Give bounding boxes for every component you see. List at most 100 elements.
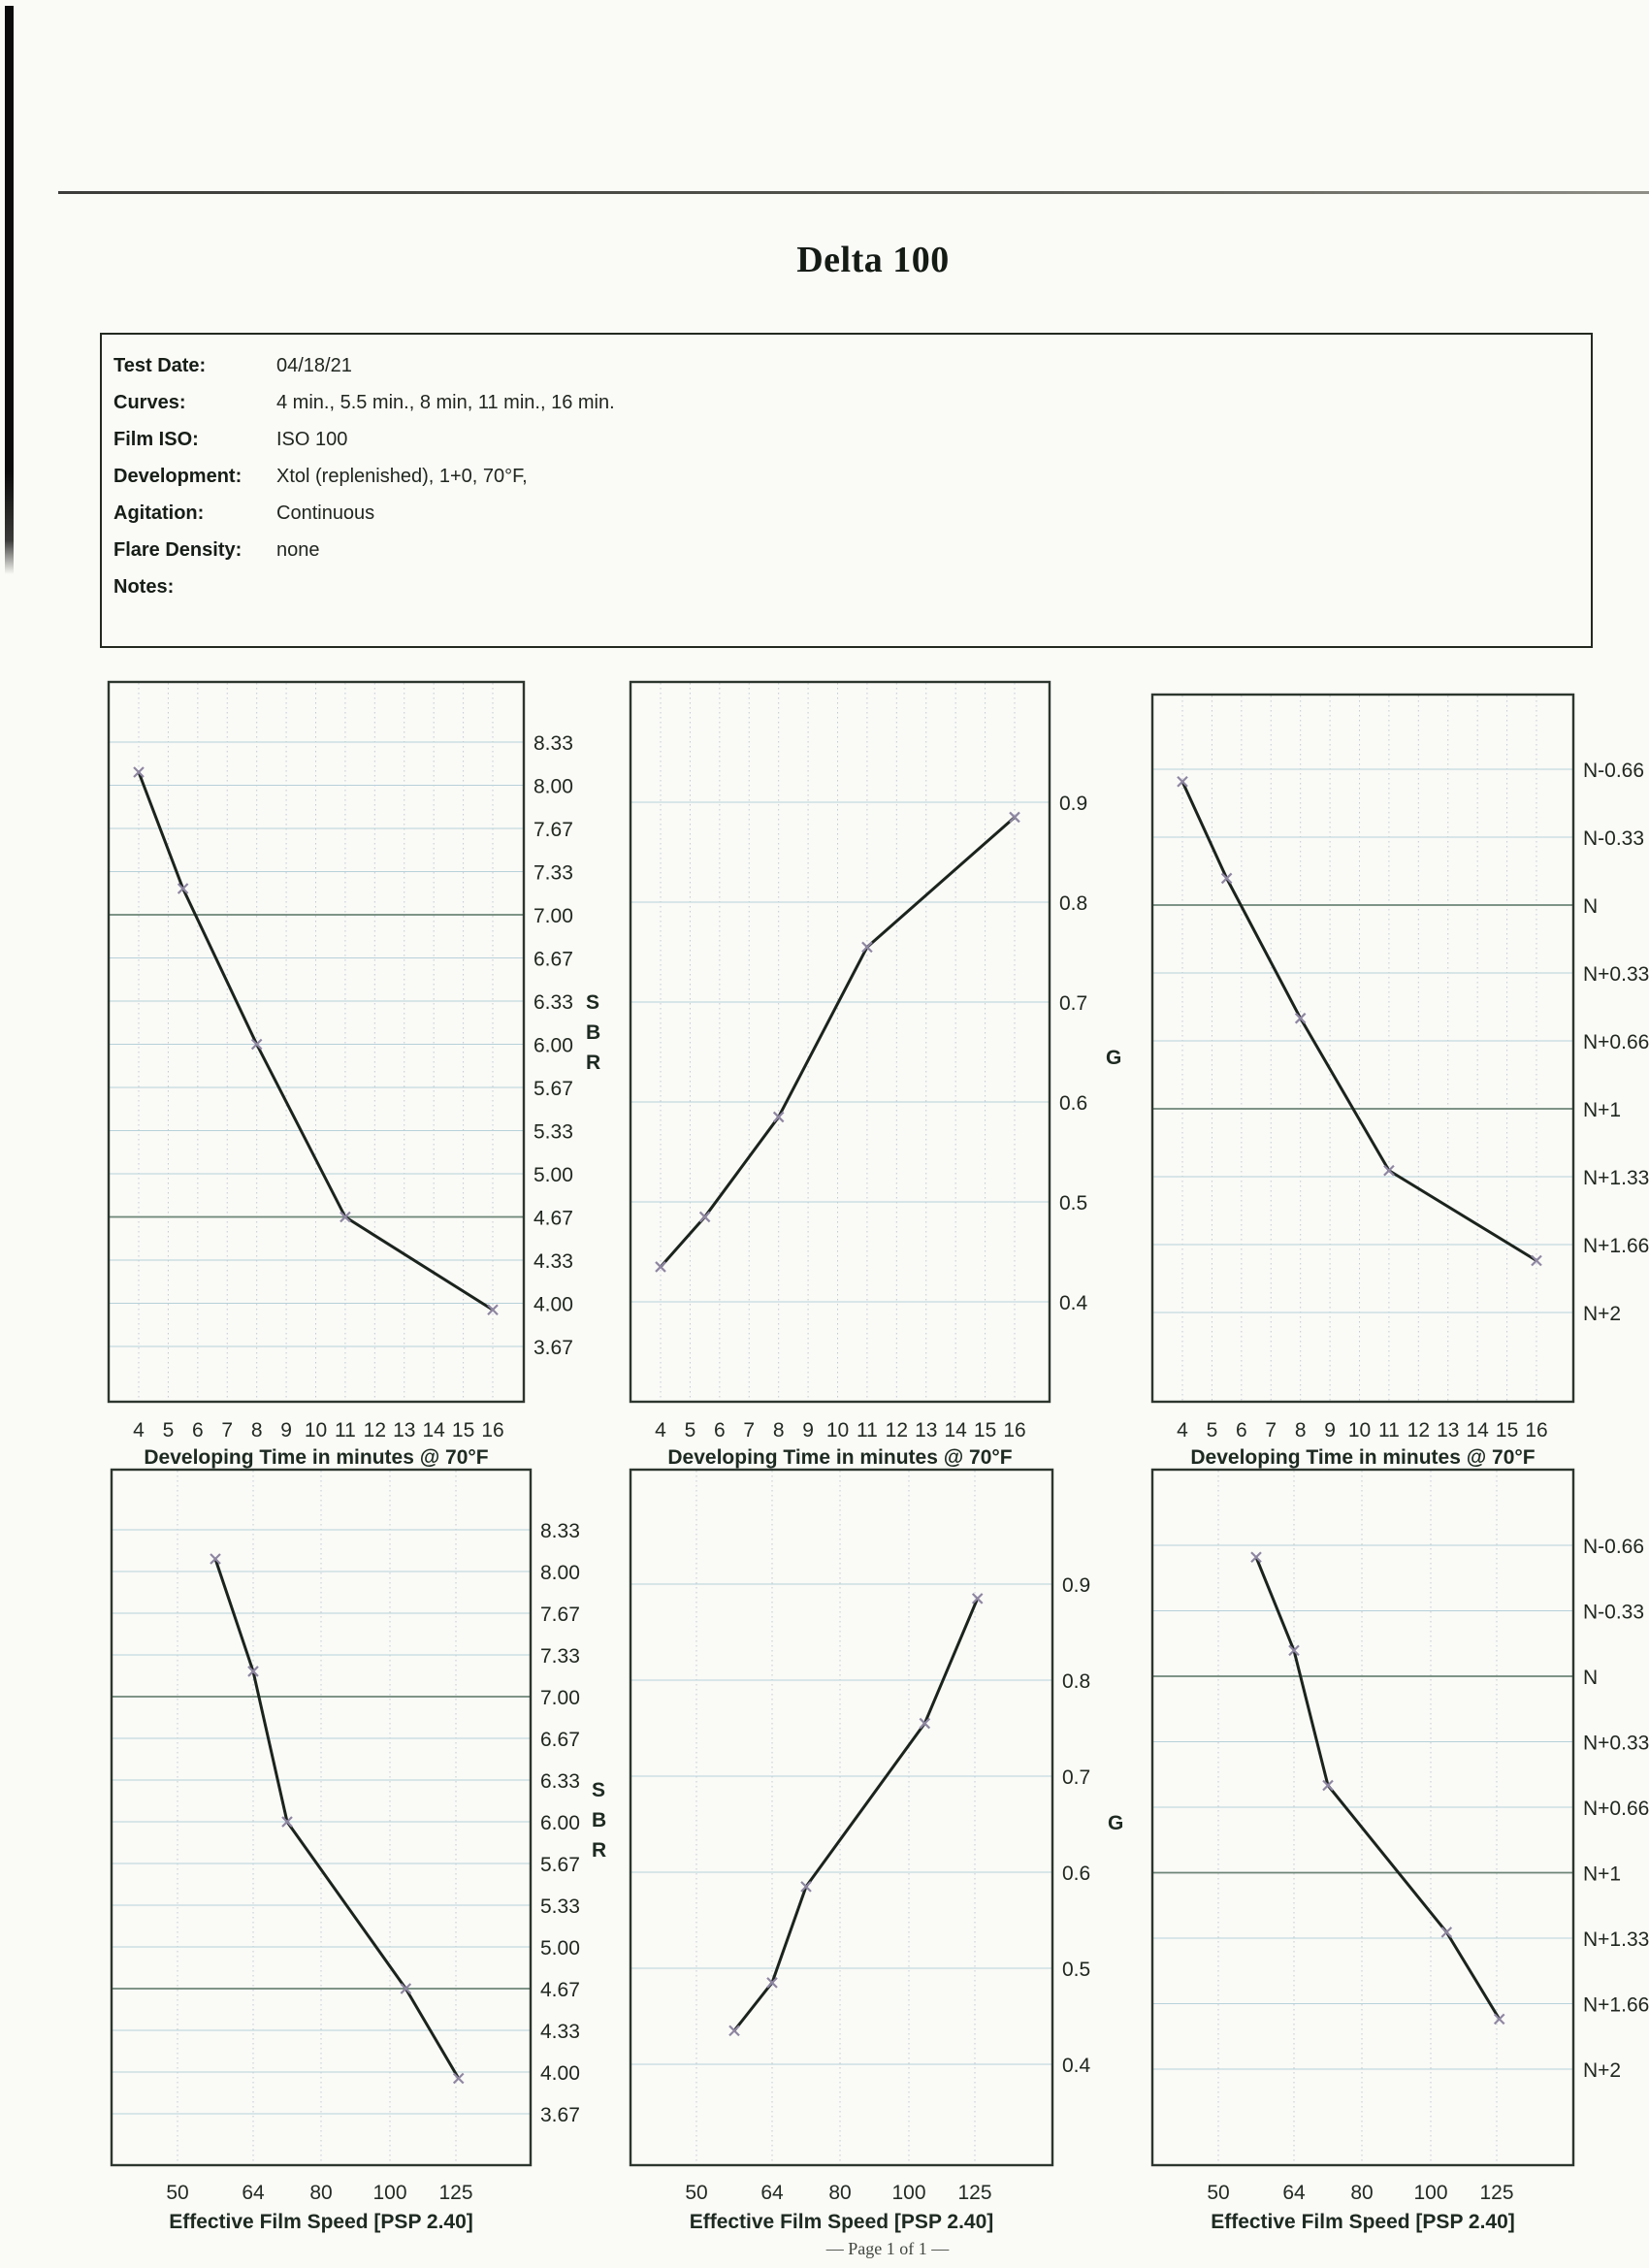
- data-point-marker: [698, 1211, 711, 1223]
- data-point-marker: [1440, 1927, 1453, 1938]
- info-row-film-iso: Film ISO: ISO 100: [102, 421, 1591, 458]
- data-point-marker: [247, 1666, 259, 1677]
- x-tick-label: 4: [133, 1419, 145, 1442]
- x-tick-label: 15: [1496, 1419, 1518, 1442]
- data-point-marker: [1322, 1779, 1334, 1792]
- info-value: Xtol (replenished), 1+0, 70°F,: [276, 465, 528, 487]
- x-tick-label: 50: [166, 2182, 188, 2204]
- x-axis-title: Developing Time in minutes @ 70°F: [144, 1446, 488, 1469]
- x-tick-label: 15: [452, 1419, 474, 1442]
- x-tick-label: 9: [280, 1419, 292, 1442]
- data-point-marker: [1531, 1254, 1542, 1267]
- chart-plot-border: [107, 680, 526, 1404]
- y-tick-label: N+0.33: [1583, 963, 1649, 986]
- x-tick-label: 14: [1466, 1419, 1489, 1442]
- data-point-marker: [1294, 1012, 1307, 1024]
- data-point-marker: [452, 2072, 465, 2085]
- y-tick-label: 5.00: [540, 1937, 580, 1960]
- data-point-marker: [1250, 1551, 1262, 1564]
- y-axis-label: S: [586, 991, 599, 1014]
- x-tick-label: 10: [305, 1419, 327, 1442]
- info-label: Development:: [113, 465, 242, 487]
- y-tick-label: N+1.66: [1583, 1994, 1649, 2017]
- x-tick-label: 9: [1324, 1419, 1336, 1442]
- y-axis-label: G: [1108, 1812, 1123, 1834]
- y-tick-label: 7.67: [540, 1604, 580, 1626]
- x-tick-label: 12: [364, 1419, 386, 1442]
- x-tick-label: 9: [802, 1419, 814, 1442]
- data-point-marker: [800, 1881, 812, 1893]
- y-tick-label: 0.8: [1059, 892, 1087, 915]
- x-tick-label: 5: [685, 1419, 696, 1442]
- y-tick-label: N+0.33: [1583, 1733, 1649, 1755]
- y-tick-label: 3.67: [534, 1337, 573, 1359]
- x-tick-label: 16: [481, 1419, 503, 1442]
- x-tick-label: 6: [1236, 1419, 1247, 1442]
- y-tick-label: 8.33: [540, 1520, 580, 1542]
- scan-top-rule-line: [58, 191, 1649, 194]
- x-axis-title: Effective Film Speed [PSP 2.40]: [690, 2211, 994, 2233]
- y-tick-label: 0.6: [1062, 1863, 1090, 1885]
- chart-n-compensation-vs-effective-film-speed: N-0.66 N-0.33 N N+0.33 N+0.66 N+1 N+1.33 N+1.66…: [1150, 1468, 1649, 2233]
- x-tick-label: 4: [1177, 1419, 1188, 1442]
- y-tick-label: 6.00: [540, 1812, 580, 1834]
- info-value: Continuous: [276, 502, 375, 524]
- info-row-development: Development: Xtol (replenished), 1+0, 70…: [102, 458, 1591, 495]
- data-point-marker: [210, 1553, 221, 1565]
- y-tick-label: 0.8: [1062, 1670, 1090, 1693]
- x-axis-title: Effective Film Speed [PSP 2.40]: [1211, 2211, 1515, 2233]
- y-tick-label: 4.00: [540, 2062, 580, 2085]
- y-tick-label: 3.67: [540, 2104, 580, 2126]
- y-tick-label: 4.00: [534, 1294, 573, 1316]
- x-tick-label: 50: [685, 2182, 707, 2204]
- y-tick-label: 4.33: [540, 2021, 580, 2043]
- info-label: Film ISO:: [113, 428, 199, 450]
- info-label: Flare Density:: [113, 538, 242, 561]
- y-tick-label: 0.7: [1062, 1766, 1090, 1789]
- chart-g-vs-dev-time: 0.9 0.8 0.7 0.6 0.5 0.4 4 5 6 7 8 9 10 11 12 13 14 15 16 De…: [629, 680, 1121, 1469]
- data-point-marker: [1288, 1644, 1300, 1657]
- y-tick-label: 6.33: [540, 1770, 580, 1793]
- x-tick-label: 13: [915, 1419, 937, 1442]
- x-tick-label: 50: [1207, 2182, 1229, 2204]
- x-tick-label: 8: [251, 1419, 263, 1442]
- x-tick-label: 100: [1413, 2182, 1447, 2204]
- x-tick-label: 12: [1407, 1419, 1430, 1442]
- x-tick-label: 13: [393, 1419, 415, 1442]
- y-tick-label: 8.00: [540, 1562, 580, 1584]
- data-point-marker: [487, 1304, 499, 1316]
- y-tick-label: N: [1583, 1667, 1598, 1689]
- x-axis-title: Developing Time in minutes @ 70°F: [667, 1446, 1012, 1469]
- x-tick-label: 14: [944, 1419, 967, 1442]
- x-tick-label: 16: [1003, 1419, 1025, 1442]
- y-tick-label: 0.5: [1062, 1959, 1090, 1981]
- x-tick-label: 16: [1525, 1419, 1547, 1442]
- x-tick-label: 80: [828, 2182, 851, 2204]
- y-tick-label: 7.00: [534, 905, 573, 927]
- x-tick-label: 6: [192, 1419, 204, 1442]
- x-tick-label: 64: [242, 2182, 265, 2204]
- y-tick-label: N+2: [1583, 1303, 1621, 1325]
- x-tick-label: 13: [1437, 1419, 1459, 1442]
- x-tick-label: 11: [1378, 1419, 1400, 1442]
- data-point-marker: [1383, 1164, 1395, 1177]
- x-axis-title: Effective Film Speed [PSP 2.40]: [169, 2211, 473, 2233]
- x-tick-label: 8: [1295, 1419, 1307, 1442]
- info-value: ISO 100: [276, 428, 348, 450]
- info-label: Curves:: [113, 391, 186, 413]
- x-tick-label: 8: [773, 1419, 785, 1442]
- y-tick-label: 5.33: [534, 1121, 573, 1144]
- info-row-flare-density: Flare Density: none: [102, 532, 1591, 568]
- y-tick-label: 0.5: [1059, 1192, 1087, 1215]
- y-tick-label: N+1: [1583, 1863, 1621, 1886]
- x-tick-label: 10: [1348, 1419, 1371, 1442]
- x-tick-label: 14: [422, 1419, 445, 1442]
- y-tick-label: 5.33: [540, 1895, 580, 1918]
- info-label: Notes:: [113, 575, 175, 598]
- y-tick-label: 8.00: [534, 776, 573, 798]
- y-tick-label: N: [1583, 895, 1598, 918]
- data-point-marker: [133, 766, 145, 778]
